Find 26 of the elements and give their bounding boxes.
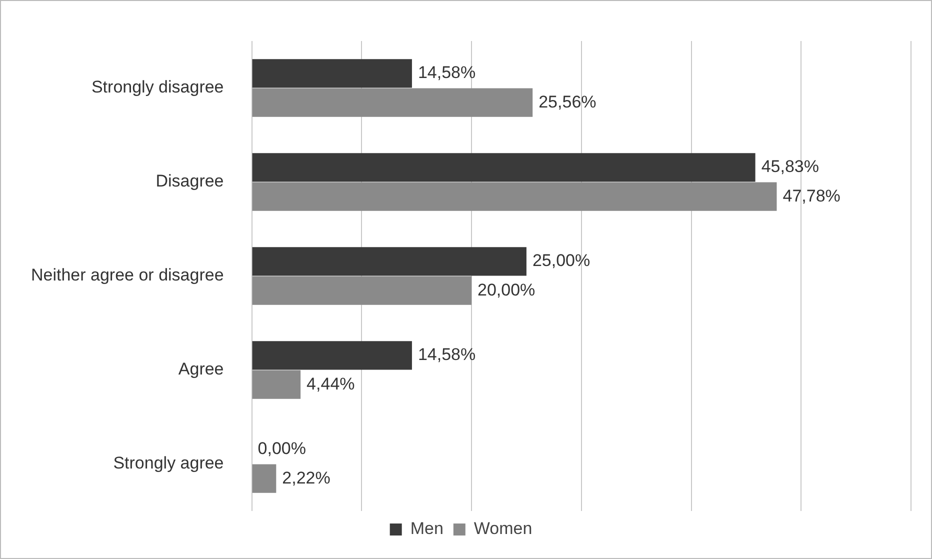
data-label: 20,00% [478,280,536,300]
data-label: 14,58% [418,63,476,82]
legend-label: Men [410,519,444,538]
y-tick-label: Strongly disagree [91,78,224,97]
bar [252,276,472,305]
bar [252,247,526,276]
data-label: 25,00% [532,251,590,270]
y-tick-label: Disagree [156,172,224,191]
bar [252,464,276,493]
data-label: 47,78% [782,186,840,206]
bar [252,59,412,88]
bar [252,88,533,117]
data-label: 45,83% [761,157,819,176]
data-label: 14,58% [418,345,476,364]
bar [252,370,301,399]
y-tick-label: Neither agree or disagree [30,266,224,285]
data-label: 4,44% [306,374,355,394]
data-label: 25,56% [538,92,596,112]
data-label: 2,22% [282,468,330,488]
data-label: 0,00% [258,439,306,458]
y-tick-label: Strongly agree [113,454,224,473]
legend-label: Women [474,519,532,538]
y-tick-label: Agree [178,360,224,379]
bar [252,153,756,182]
bar [252,182,777,211]
bar [252,341,412,370]
